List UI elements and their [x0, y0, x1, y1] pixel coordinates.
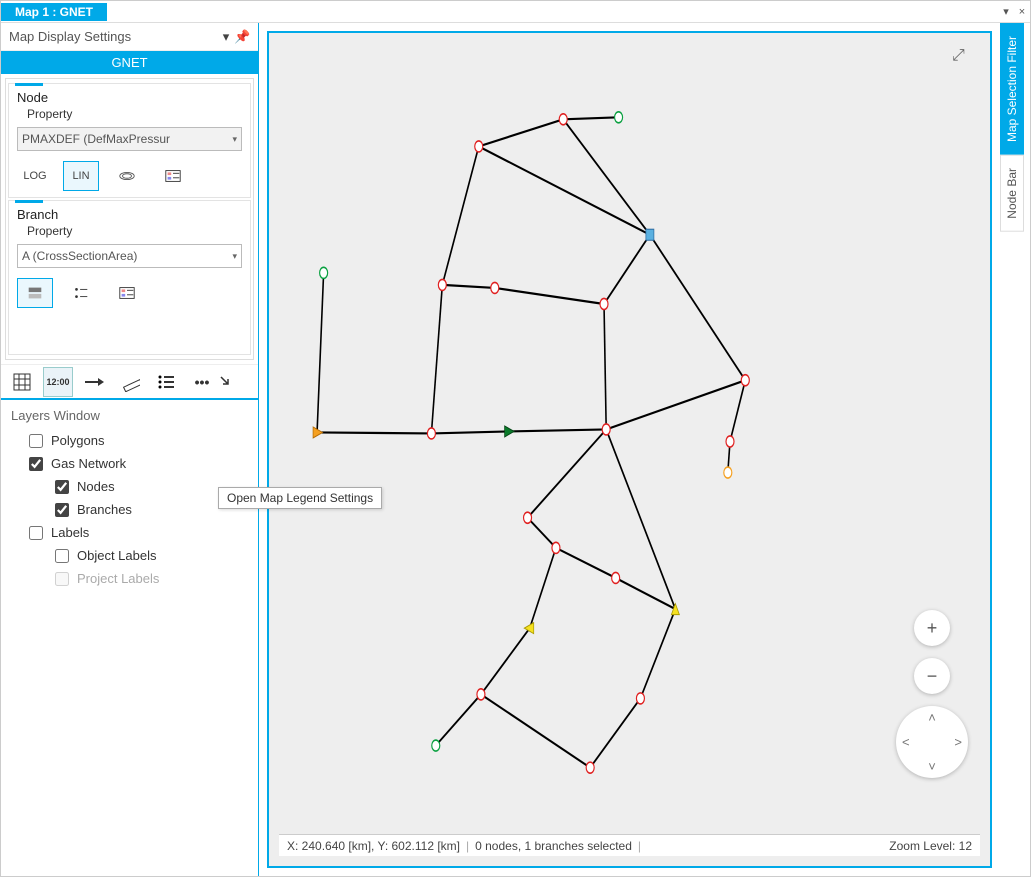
pan-down-icon[interactable]: ˅: [928, 759, 936, 774]
chevron-down-icon: ▾: [232, 134, 237, 145]
grid-icon[interactable]: [7, 367, 37, 397]
status-coords: X: 240.640 [km], Y: 602.112 [km]: [287, 839, 460, 853]
vtab-map-selection-filter[interactable]: Map Selection Filter: [1000, 23, 1024, 155]
status-selection: 0 nodes, 1 branches selected: [475, 839, 632, 853]
pan-control[interactable]: ˄ ˅ ˂ ˃: [896, 706, 968, 778]
pan-up-icon[interactable]: ˄: [928, 710, 936, 725]
layer-checkbox[interactable]: [29, 526, 43, 540]
node-property-dropdown[interactable]: PMAXDEF (DefMaxPressur ▾: [17, 127, 242, 151]
accent-label: GNET: [1, 51, 258, 74]
vtab-node-bar[interactable]: Node Bar: [1000, 155, 1024, 232]
expand-icon[interactable]: ⤢: [952, 47, 976, 71]
pan-right-icon[interactable]: ˃: [954, 735, 962, 750]
title-bar: Map 1 : GNET ▾ ×: [1, 1, 1030, 23]
layer-checkbox[interactable]: [55, 572, 69, 586]
layer-checkbox[interactable]: [29, 434, 43, 448]
chevron-down-icon[interactable]: ▾: [218, 29, 234, 45]
map-area: ⤢ + − ˄ ˅ ˂ ˃ X: 240.640 [km], Y: 602.11…: [259, 23, 1000, 876]
arrow-icon[interactable]: [79, 367, 109, 397]
layer-branches[interactable]: Branches: [11, 498, 248, 521]
chevron-down-icon: ▾: [232, 251, 237, 262]
ruler-icon[interactable]: [115, 367, 145, 397]
display-settings-header: Map Display Settings ▾ 📌: [1, 23, 258, 51]
more-icon[interactable]: •••: [187, 367, 217, 397]
layer-checkbox[interactable]: [55, 549, 69, 563]
layer-checkbox[interactable]: [55, 503, 69, 517]
layer-nodes[interactable]: Nodes: [11, 475, 248, 498]
branch-property-box: Branch Property A (CrossSectionArea) ▾: [8, 200, 251, 355]
spiral-icon[interactable]: [109, 161, 145, 191]
log-button[interactable]: LOG: [17, 161, 53, 191]
branch-property-dropdown[interactable]: A (CrossSectionArea) ▾: [17, 244, 242, 268]
layer-labels[interactable]: Labels: [11, 521, 248, 544]
legend-icon[interactable]: [155, 161, 191, 191]
left-panel: Map Display Settings ▾ 📌 GNET Node Prope…: [1, 23, 259, 876]
branch-style-1[interactable]: [17, 278, 53, 308]
layer-checkbox[interactable]: [55, 480, 69, 494]
time-button[interactable]: 12:00: [43, 367, 73, 397]
right-tabs: Map Selection FilterNode Bar: [1000, 23, 1030, 876]
map-canvas[interactable]: ⤢ + − ˄ ˅ ˂ ˃ X: 240.640 [km], Y: 602.11…: [267, 31, 992, 868]
toolstrip: 12:00 •••: [1, 364, 258, 400]
zoom-out-button[interactable]: −: [914, 658, 950, 694]
layer-gas-network[interactable]: Gas Network: [11, 452, 248, 475]
lin-button[interactable]: LIN: [63, 161, 99, 191]
pin-icon[interactable]: 📌: [234, 29, 250, 45]
status-bar: X: 240.640 [km], Y: 602.112 [km] | 0 nod…: [279, 834, 980, 856]
node-property-box: Node Property PMAXDEF (DefMaxPressur ▾ L…: [8, 83, 251, 198]
layer-object-labels[interactable]: Object Labels: [11, 544, 248, 567]
layers-window: Layers Window PolygonsGas NetworkNodesBr…: [1, 400, 258, 876]
minimize-icon[interactable]: ▾: [998, 5, 1014, 18]
window-title-tab: Map 1 : GNET: [1, 3, 107, 21]
layer-project-labels[interactable]: Project Labels: [11, 567, 248, 590]
pan-left-icon[interactable]: ˂: [902, 735, 910, 750]
layer-checkbox[interactable]: [29, 457, 43, 471]
branch-style-3[interactable]: [109, 278, 145, 308]
list-icon[interactable]: [151, 367, 181, 397]
tooltip: Open Map Legend Settings: [218, 487, 382, 509]
branch-style-2[interactable]: [63, 278, 99, 308]
zoom-in-button[interactable]: +: [914, 610, 950, 646]
close-icon[interactable]: ×: [1014, 6, 1030, 18]
layer-polygons[interactable]: Polygons: [11, 429, 248, 452]
status-zoom: Zoom Level: 12: [889, 839, 972, 853]
